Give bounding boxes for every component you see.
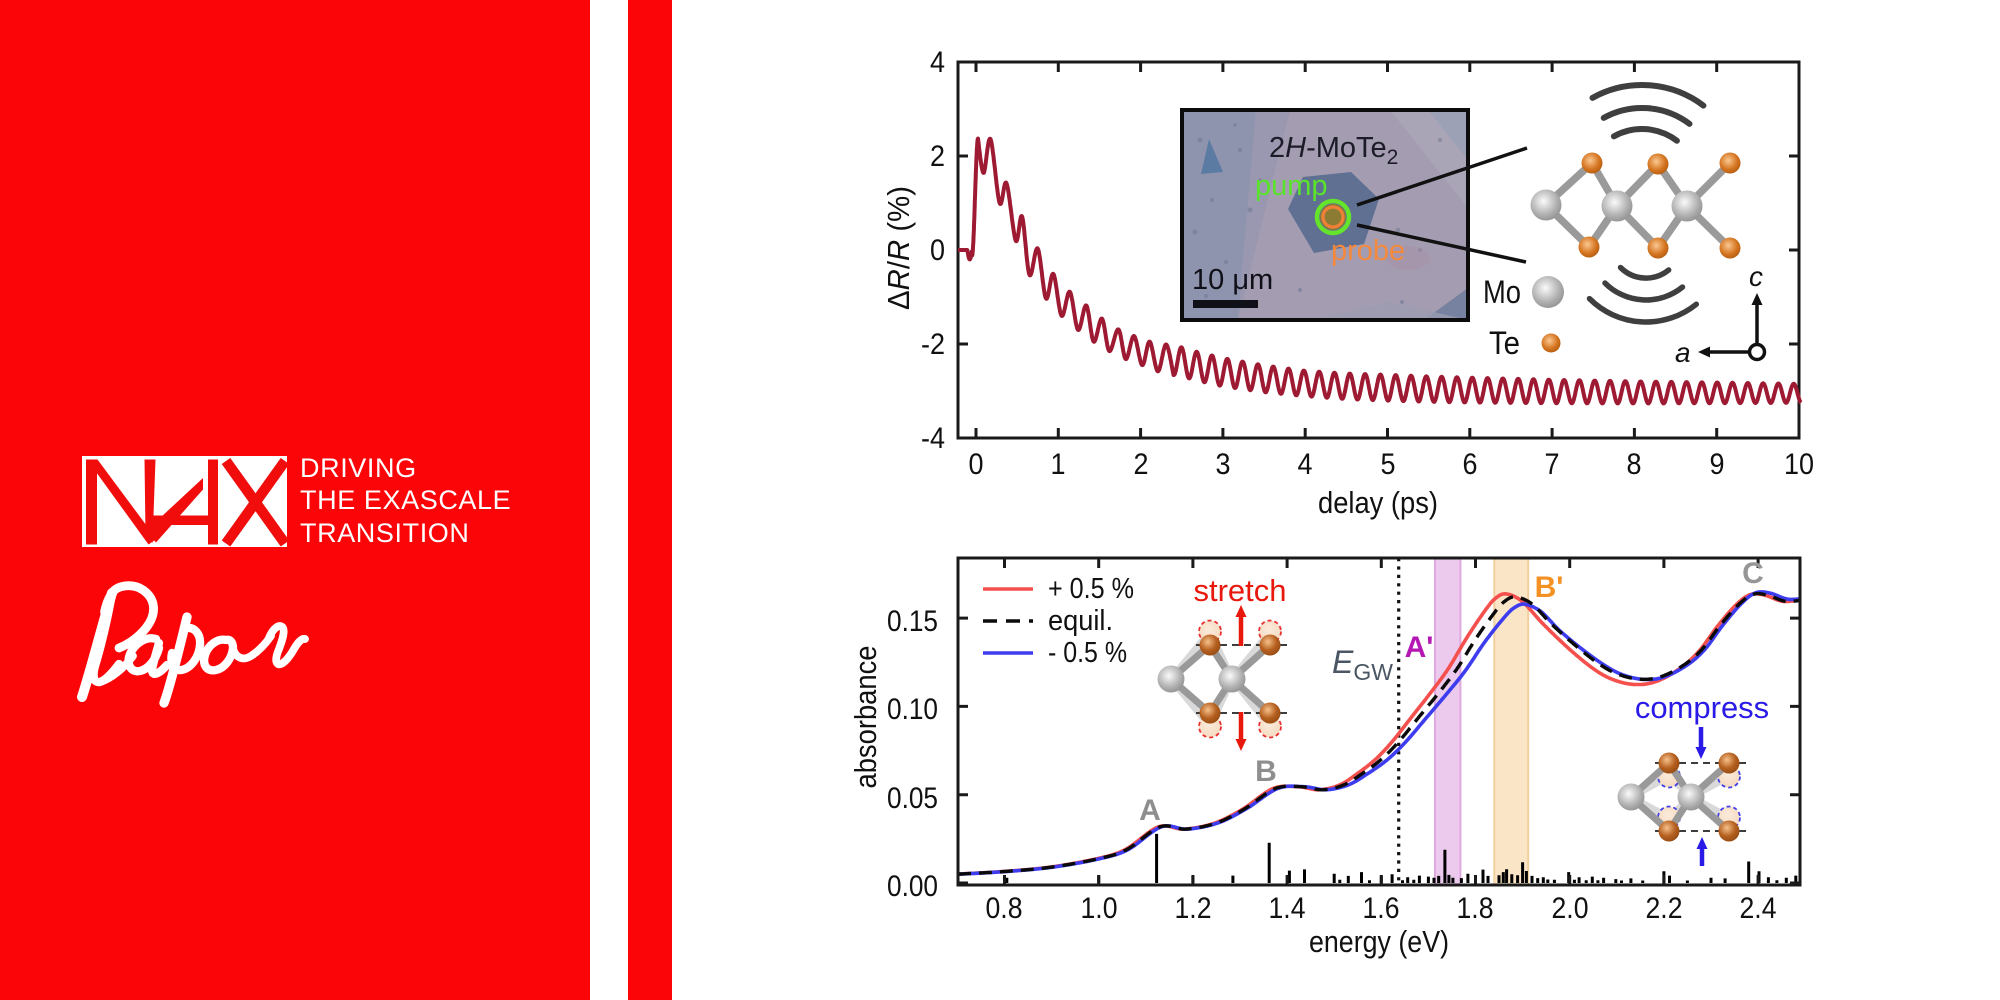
svg-text:-4: -4 <box>921 422 945 455</box>
svg-text:equil.: equil. <box>1048 605 1113 637</box>
svg-text:0: 0 <box>969 448 984 481</box>
svg-text:B': B' <box>1535 571 1564 604</box>
svg-text:10: 10 <box>1784 448 1814 481</box>
svg-text:a: a <box>1675 337 1691 368</box>
svg-text:C: C <box>1742 557 1764 590</box>
svg-text:+ 0.5 %: + 0.5 % <box>1048 573 1134 605</box>
svg-text:5: 5 <box>1381 448 1396 481</box>
svg-text:EGW: EGW <box>1332 644 1393 685</box>
svg-text:1.4: 1.4 <box>1269 892 1306 925</box>
svg-text:4: 4 <box>930 46 945 79</box>
svg-text:2.0: 2.0 <box>1552 892 1589 925</box>
svg-text:4: 4 <box>1298 448 1313 481</box>
svg-text:2.4: 2.4 <box>1740 892 1777 925</box>
svg-text:0.10: 0.10 <box>887 693 938 726</box>
svg-text:A: A <box>1139 794 1161 827</box>
svg-text:10 μm: 10 μm <box>1192 264 1273 296</box>
svg-text:3: 3 <box>1216 448 1231 481</box>
svg-text:0.00: 0.00 <box>887 870 938 903</box>
svg-text:2H-MoTe2: 2H-MoTe2 <box>1269 132 1398 169</box>
svg-text:-2: -2 <box>921 328 945 361</box>
svg-text:energy (eV): energy (eV) <box>1309 924 1449 959</box>
svg-text:Te: Te <box>1489 325 1520 361</box>
svg-text:1.8: 1.8 <box>1457 892 1494 925</box>
svg-text:stretch: stretch <box>1193 573 1286 608</box>
svg-text:absorbance: absorbance <box>848 646 883 789</box>
svg-text:Mo: Mo <box>1483 274 1521 310</box>
svg-text:7: 7 <box>1545 448 1560 481</box>
svg-text:2: 2 <box>930 140 945 173</box>
svg-text:B: B <box>1255 755 1277 788</box>
svg-text:1: 1 <box>1051 448 1066 481</box>
svg-text:A': A' <box>1405 631 1434 664</box>
svg-text:6: 6 <box>1463 448 1478 481</box>
svg-text:1.6: 1.6 <box>1363 892 1400 925</box>
svg-text:pump: pump <box>1255 170 1328 202</box>
svg-text:0.15: 0.15 <box>887 605 938 638</box>
svg-text:- 0.5 %: - 0.5 % <box>1048 637 1127 669</box>
svg-text:1.2: 1.2 <box>1175 892 1212 925</box>
svg-text:ΔR/R (%): ΔR/R (%) <box>881 186 916 310</box>
svg-text:c: c <box>1749 261 1763 292</box>
svg-text:0: 0 <box>930 234 945 267</box>
svg-text:9: 9 <box>1710 448 1725 481</box>
svg-text:delay (ps): delay (ps) <box>1318 485 1438 520</box>
svg-text:compress: compress <box>1635 690 1769 725</box>
svg-text:2: 2 <box>1134 448 1149 481</box>
svg-text:0.8: 0.8 <box>986 892 1023 925</box>
svg-text:8: 8 <box>1627 448 1642 481</box>
svg-text:0.05: 0.05 <box>887 782 938 815</box>
svg-text:probe: probe <box>1331 235 1405 267</box>
svg-text:1.0: 1.0 <box>1081 892 1118 925</box>
svg-text:2.2: 2.2 <box>1646 892 1683 925</box>
